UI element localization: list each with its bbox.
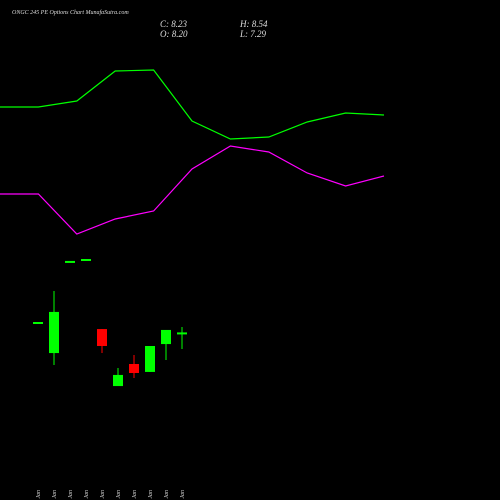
x-tick-label: 17 Jan (148, 490, 154, 500)
x-tick-label: 16 Jan (132, 490, 138, 500)
x-tick-label: 01 Jan (36, 490, 42, 500)
candle-body (33, 322, 43, 324)
candle-body (49, 311, 59, 354)
low-label: L: 7.29 (239, 29, 267, 39)
x-tick-label: 10 Jan (84, 490, 90, 500)
candle-body (113, 374, 123, 387)
candle-body (161, 329, 171, 345)
close-label: C: 8.23 (160, 19, 188, 29)
x-tick-label: 14 Jan (115, 490, 122, 500)
candle-body (145, 346, 155, 372)
candle-body (81, 259, 91, 261)
high-label: H: 8.54 (239, 19, 268, 29)
candle-body (65, 260, 75, 263)
x-tick-label: 21 Jan (180, 490, 186, 500)
indicator-line (0, 145, 385, 235)
indicator-line (0, 69, 385, 140)
x-tick-label: 09 Jan (68, 490, 74, 500)
x-tick-label: 20 Jan (164, 490, 170, 500)
x-tick-label: 03 Jan (52, 490, 58, 500)
chart-title: ONGC 245 PE Options Chart MunafaSutra.co… (12, 9, 129, 16)
candle-body (129, 364, 139, 373)
candle-body (97, 329, 107, 346)
candle-body (177, 332, 187, 335)
open-label: O: 8.20 (160, 29, 188, 39)
x-tick-label: 13 Jan (100, 490, 106, 500)
